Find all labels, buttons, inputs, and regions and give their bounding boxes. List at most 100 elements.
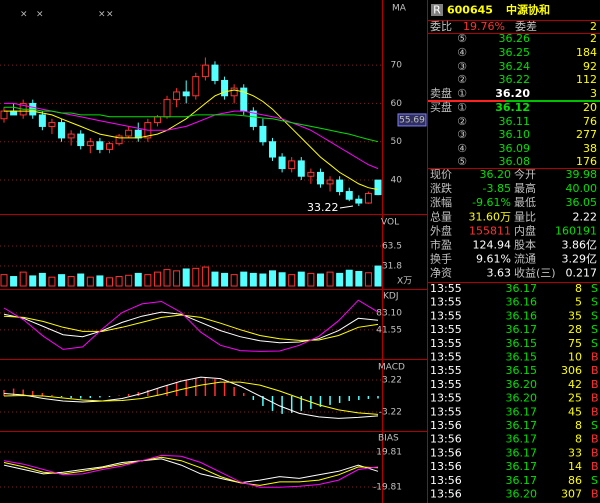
y-tick-label: 60 xyxy=(391,99,403,109)
trade-price: 36.17 xyxy=(506,405,538,418)
quote-value: 3.63 xyxy=(487,267,512,280)
quote-label: 涨跌 xyxy=(430,181,452,195)
candle-body xyxy=(345,191,353,200)
volume-bar xyxy=(278,272,286,287)
quote-value: 3.86亿 xyxy=(562,239,598,252)
y-tick-label: 19.81 xyxy=(376,448,402,458)
y-tick-label: -3.22 xyxy=(379,408,402,418)
candle-body xyxy=(192,76,200,97)
trade-volume: 8 xyxy=(575,419,582,432)
indicator-line xyxy=(3,376,379,419)
trade-side: B xyxy=(591,405,599,418)
trade-time: 13:55 xyxy=(430,364,462,377)
candle-body xyxy=(125,129,133,137)
price-marker-label: 55.69 xyxy=(399,115,425,125)
trade-side: B xyxy=(591,446,599,459)
quote-label: 收益(三) xyxy=(514,266,556,280)
candle-body xyxy=(10,110,18,116)
candle-body xyxy=(163,99,171,118)
trade-time: 13:56 xyxy=(430,488,462,501)
stock-name: 中源协和 xyxy=(506,3,550,17)
volume-bar xyxy=(259,273,267,287)
y-tick-label: 40 xyxy=(391,176,403,186)
candle-body xyxy=(374,179,382,196)
candle-body xyxy=(288,160,296,170)
quote-value: 124.94 xyxy=(473,239,512,252)
volume-bar xyxy=(77,273,85,287)
volume-bar xyxy=(249,272,257,287)
volume-bar xyxy=(58,274,66,287)
level: ③ xyxy=(457,128,467,141)
quote-value: -3.85 xyxy=(483,182,511,195)
sell-volume: 2 xyxy=(590,32,597,45)
diff: 2 xyxy=(590,20,597,33)
quote-value: -9.61% xyxy=(472,196,511,209)
buy-price: 36.10 xyxy=(499,128,531,141)
trade-time: 13:55 xyxy=(430,378,462,391)
candle-body xyxy=(105,143,113,150)
diff-label: 委差 xyxy=(515,19,537,33)
level: ① xyxy=(457,87,467,100)
trade-time: 13:56 xyxy=(430,433,462,446)
trade-price: 36.17 xyxy=(506,433,538,446)
volume-bar xyxy=(173,270,181,287)
trade-price: 36.17 xyxy=(506,446,538,459)
candle-body xyxy=(67,133,75,139)
trade-side: S xyxy=(591,337,598,350)
trade-volume: 45 xyxy=(568,405,582,418)
trade-volume: 10 xyxy=(568,351,582,364)
quote-value: 40.00 xyxy=(566,182,598,195)
trade-volume: 33 xyxy=(568,446,582,459)
candle-body xyxy=(326,179,334,185)
quote-label: 流通 xyxy=(514,252,536,266)
quote-label: 现价 xyxy=(430,168,452,181)
panel-label: VOL xyxy=(381,218,399,228)
candle-body xyxy=(278,156,286,170)
volume-bar xyxy=(307,272,315,287)
trade-side: B xyxy=(591,351,599,364)
quote-label: 最高 xyxy=(514,181,536,195)
trade-time: 13:55 xyxy=(430,392,462,405)
candle-body xyxy=(249,110,257,127)
trade-side: B xyxy=(591,392,599,405)
buy-volume: 20 xyxy=(583,101,597,114)
trade-price: 36.16 xyxy=(506,296,538,309)
trade-time: 13:56 xyxy=(430,474,462,487)
candle-body xyxy=(173,91,181,101)
trade-volume: 8 xyxy=(575,433,582,446)
volume-bar xyxy=(374,265,382,287)
badge-box xyxy=(431,4,443,16)
panel-label: MACD xyxy=(378,363,405,373)
trade-volume: 306 xyxy=(561,364,582,377)
quote-value: 9.61% xyxy=(476,253,511,266)
trade-price: 36.20 xyxy=(506,392,538,405)
trade-time: 13:55 xyxy=(430,282,462,295)
sell-price: 36.20 xyxy=(495,87,530,100)
volume-bar xyxy=(153,271,161,287)
trade-time: 13:55 xyxy=(430,337,462,350)
candle-body xyxy=(58,122,66,139)
quote-label: 市盈 xyxy=(430,238,452,252)
volume-bar xyxy=(115,276,123,287)
trade-volume: 42 xyxy=(568,378,582,391)
candle-body xyxy=(316,171,324,185)
volume-bar xyxy=(316,273,324,287)
trade-volume: 307 xyxy=(561,488,582,501)
sell-volume: 184 xyxy=(576,46,597,59)
candle-body xyxy=(77,133,85,147)
top-mark: × xyxy=(98,10,106,20)
sell-volume: 92 xyxy=(583,60,597,73)
quote-value: 36.05 xyxy=(566,196,598,209)
trade-volume: 28 xyxy=(568,323,582,336)
trade-side: S xyxy=(591,419,598,432)
candle-body xyxy=(297,160,305,177)
volume-bar xyxy=(105,277,113,287)
trade-side: S xyxy=(591,474,598,487)
low-arrow xyxy=(339,205,354,209)
trade-volume: 25 xyxy=(568,392,582,405)
volume-bar xyxy=(297,271,305,287)
indicator-line xyxy=(3,299,379,352)
